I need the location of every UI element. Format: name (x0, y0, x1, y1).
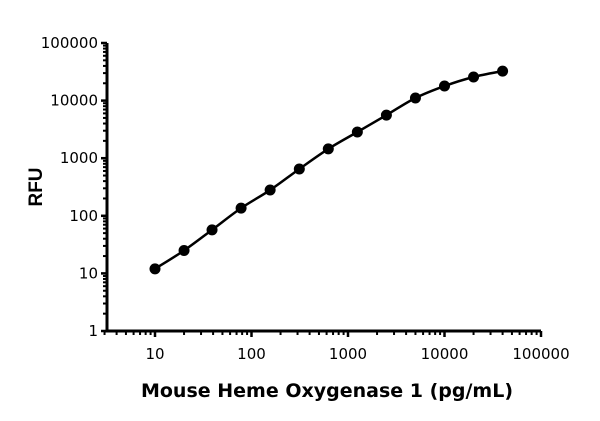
x-tick-label: 100000 (512, 345, 569, 363)
x-tick-label: 1000 (329, 345, 367, 363)
x-tick-label: 10 (145, 345, 164, 363)
data-point (380, 109, 392, 121)
y-tick-label: 1 (88, 322, 98, 340)
x-tick-label: 10000 (421, 345, 469, 363)
data-point (351, 126, 363, 138)
data-point (322, 143, 334, 155)
data-point (497, 65, 509, 77)
data-point (468, 71, 480, 83)
data-point (409, 92, 421, 104)
data-point (206, 224, 218, 236)
x-tick-label: 100 (237, 345, 266, 363)
y-tick-label: 100 (69, 207, 98, 225)
y-tick-label: 10000 (50, 92, 98, 110)
plot-area (149, 65, 509, 275)
y-axis: 1 10 100 1000 10000 100000 (41, 34, 109, 340)
data-point (293, 163, 305, 175)
y-tick-label: 10 (79, 264, 98, 282)
y-tick-label: 100000 (41, 34, 98, 52)
x-axis: 10 100 1000 10000 100000 (103, 329, 570, 363)
y-axis-title: RFU (26, 167, 47, 206)
y-tick-label: 1000 (60, 149, 98, 167)
data-point (178, 244, 190, 256)
fit-curve (154, 69, 503, 270)
data-point (439, 80, 450, 92)
data-point (264, 184, 276, 196)
data-point (149, 263, 161, 275)
x-axis-title: Mouse Heme Oxygenase 1 (pg/mL) (141, 380, 513, 402)
data-point (235, 202, 247, 214)
